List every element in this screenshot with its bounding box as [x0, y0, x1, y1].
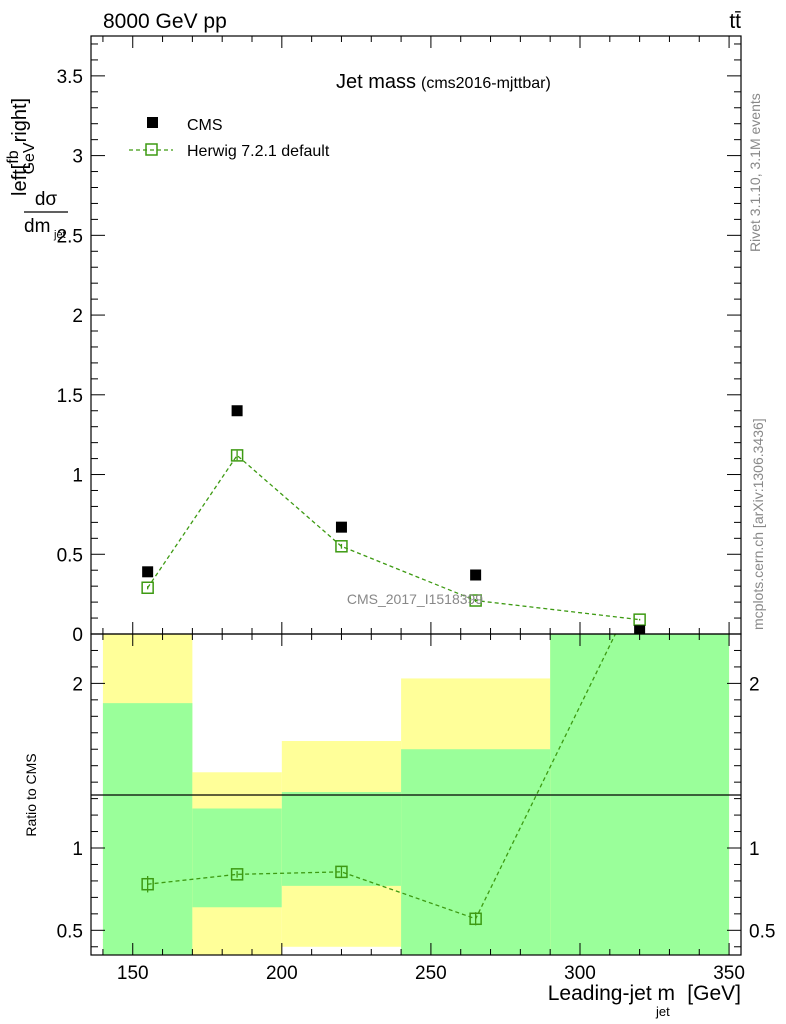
ratio-point-0 — [141, 877, 154, 891]
rivet-label: Rivet 3.1.10, 3.1M events — [747, 93, 763, 252]
ratio-point-1 — [230, 868, 244, 881]
x-tick-label: 200 — [266, 963, 298, 984]
data-point-1 — [231, 405, 243, 417]
x-tick-label: 150 — [117, 963, 149, 984]
xlabel-subscript: jet — [655, 1004, 670, 1019]
ratio-series — [141, 579, 645, 926]
y-tick-label: 3.5 — [57, 67, 83, 88]
mcplots-label: mcplots.cern.ch [arXiv:1306.3436] — [750, 418, 766, 630]
mc-point-2 — [335, 540, 348, 553]
mc-point-4 — [633, 613, 646, 626]
x-tick-label: 250 — [415, 963, 447, 984]
x-tick-label: 300 — [564, 963, 596, 984]
mc-point-1 — [230, 449, 244, 462]
mc-series-line — [147, 454, 640, 621]
data-point-2 — [335, 521, 347, 533]
y-tick-label: 1.5 — [57, 386, 83, 407]
x-tick-label: 350 — [713, 963, 745, 984]
data-point-3 — [470, 569, 482, 581]
ratio-point-4 — [634, 579, 645, 590]
legend-label-herwig: Herwig 7.2.1 default — [187, 143, 330, 160]
ratio-series-line — [147, 634, 617, 920]
axes: 150 200 250 300 350 0 0.5 1 1.5 2 2.5 3 3.5 0.5 0.5 1 1 2… — [57, 36, 775, 984]
xlabel-unit: [GeV] — [687, 982, 741, 1005]
legend-marker-cms — [147, 117, 158, 128]
y-tick-label: 2.5 — [57, 226, 83, 247]
xlabel-main: Leading-jet m — [548, 982, 675, 1005]
header-collision: 8000 GeV pp — [103, 10, 227, 33]
ylabel-rotated: left[fbGeVright] — [5, 98, 38, 196]
ratio-y-tick-label-right: 1 — [749, 839, 760, 860]
ratio-y-tick-label-right: 2 — [749, 674, 760, 695]
header-process: tt̄ — [729, 10, 741, 33]
mc-point-3 — [469, 594, 482, 607]
ratio-y-tick-label: 2 — [72, 674, 83, 695]
y-tick-label: 0 — [72, 625, 83, 646]
green-band-bin-0 — [102, 703, 193, 955]
x-axis-label: Leading-jet m jet [GeV] — [548, 982, 741, 1019]
ratio-point-2 — [335, 865, 348, 879]
y-tick-label: 0.5 — [57, 545, 83, 566]
green-band-bin-1 — [192, 808, 282, 908]
ratio-y-tick-label: 1 — [72, 839, 83, 860]
legend-marker-herwig — [145, 143, 158, 156]
legend: CMS Herwig 7.2.1 default — [129, 117, 330, 160]
legend-label-cms: CMS — [187, 117, 223, 134]
y-tick-label: 2 — [72, 306, 83, 327]
ylabel-denominator-sub: jet — [53, 229, 66, 241]
ylabel-denominator: dm — [24, 216, 50, 237]
analysis-watermark: CMS_2017_I1518399 — [347, 591, 483, 607]
ratio-y-tick-label: 0.5 — [57, 921, 83, 942]
data-point-0 — [142, 566, 154, 578]
y-tick-label: 1 — [72, 466, 83, 487]
ylabel-numerator: dσ — [35, 189, 58, 210]
ratio-point-3 — [469, 912, 482, 926]
chart-title: Jet mass — [336, 71, 416, 93]
y-tick-label: 3 — [72, 147, 83, 168]
mc-point-0 — [141, 581, 154, 595]
ratio-y-tick-label-right: 0.5 — [749, 921, 775, 942]
ratio-frame — [90, 633, 742, 956]
y-axis-label: dσ dm jet left[fbGeVright] — [5, 98, 68, 241]
ratio-y-axis-label: Ratio to CMS — [23, 753, 39, 836]
chart-subtitle: (cms2016-mjttbar) — [421, 75, 551, 92]
